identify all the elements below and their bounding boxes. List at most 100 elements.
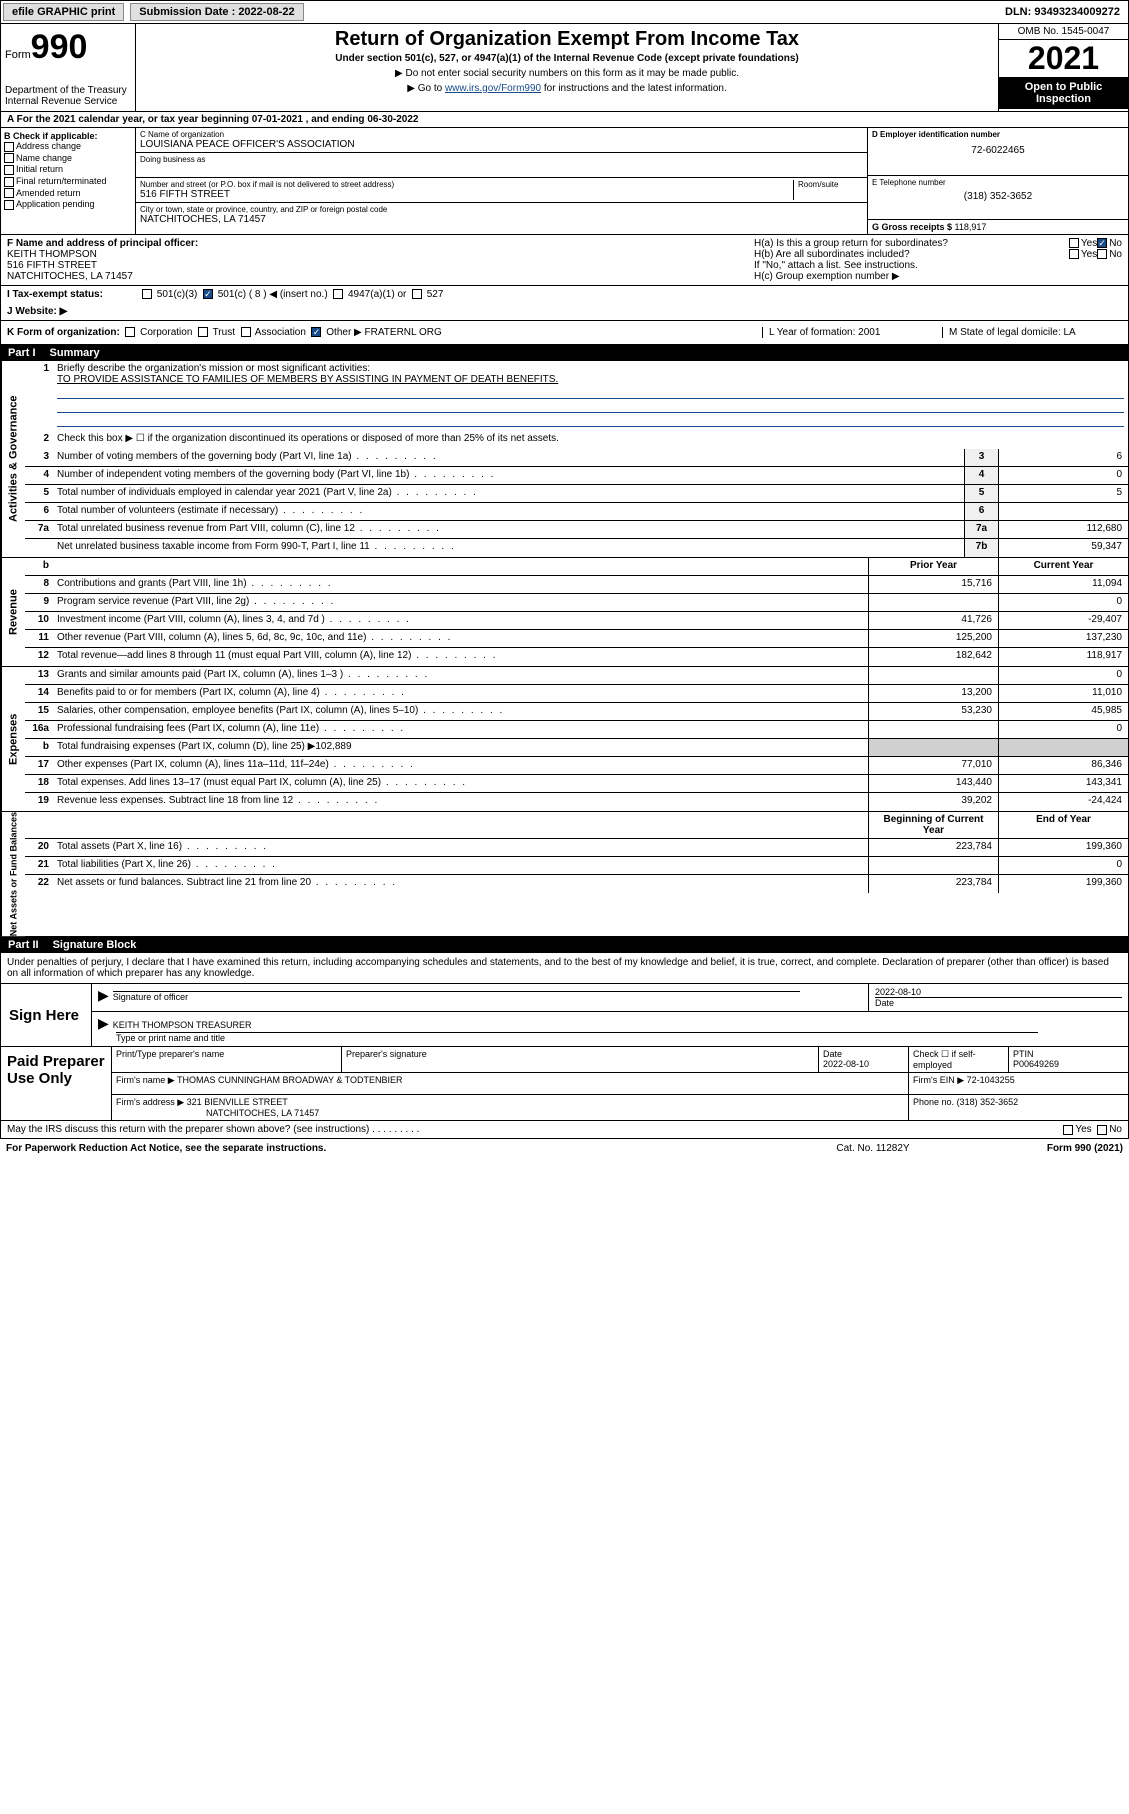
header-right: OMB No. 1545-0047 2021 Open to Public In… <box>998 24 1128 111</box>
discuss-label: May the IRS discuss this return with the… <box>7 1124 1063 1135</box>
form-subtitle-2: ▶ Do not enter social security numbers o… <box>144 68 990 79</box>
line-num: 14 <box>25 685 53 702</box>
dept-label: Department of the Treasury Internal Reve… <box>5 85 131 107</box>
discuss-yes[interactable]: Yes <box>1063 1124 1091 1135</box>
line-num: 19 <box>25 793 53 811</box>
chk-501c3[interactable]: 501(c)(3) <box>142 289 197 300</box>
col-f-officer: F Name and address of principal officer:… <box>1 235 748 285</box>
line-value <box>998 503 1128 520</box>
form-link[interactable]: www.irs.gov/Form990 <box>445 83 541 94</box>
phone-value: (318) 352-3652 <box>872 191 1124 202</box>
chk-address-change[interactable]: Address change <box>4 141 132 152</box>
table-row: 15 Salaries, other compensation, employe… <box>25 703 1128 721</box>
line-num: 7a <box>25 521 53 538</box>
col-end: End of Year <box>998 812 1128 838</box>
line-num: 10 <box>25 612 53 629</box>
row-a-tax-year: A For the 2021 calendar year, or tax yea… <box>0 112 1129 128</box>
row-j-label: J Website: ▶ <box>7 306 67 317</box>
efile-button[interactable]: efile GRAPHIC print <box>3 3 124 21</box>
arrow-icon: ▶ <box>98 987 109 1003</box>
chk-application-pending[interactable]: Application pending <box>4 199 132 210</box>
chk-final-return[interactable]: Final return/terminated <box>4 176 132 187</box>
chk-other[interactable]: Other ▶ <box>311 327 361 338</box>
line-key: 7a <box>964 521 998 538</box>
col-h-group: H(a) Is this a group return for subordin… <box>748 235 1128 285</box>
chk-527[interactable]: 527 <box>412 289 443 300</box>
table-row: 10 Investment income (Part VIII, column … <box>25 612 1128 630</box>
part2-num: Part II <box>8 939 39 951</box>
cat-no: Cat. No. 11282Y <box>773 1143 973 1154</box>
paperwork-notice: For Paperwork Reduction Act Notice, see … <box>6 1143 773 1154</box>
line-num: 16a <box>25 721 53 738</box>
line-desc: Total fundraising expenses (Part IX, col… <box>53 739 868 756</box>
dba-label: Doing business as <box>140 155 863 164</box>
sig-date-label: Date <box>875 997 1122 1008</box>
chk-initial-return[interactable]: Initial return <box>4 164 132 175</box>
ha-label: H(a) Is this a group return for subordin… <box>754 238 1069 249</box>
current-value: 0 <box>998 857 1128 874</box>
line-num: 4 <box>25 467 53 484</box>
chk-corp[interactable]: Corporation <box>125 327 192 338</box>
officer-addr2: NATCHITOCHES, LA 71457 <box>7 271 742 282</box>
table-row: 5 Total number of individuals employed i… <box>25 485 1128 503</box>
chk-501c[interactable]: 501(c) ( 8 ) ◀ (insert no.) <box>203 289 328 300</box>
ha-no[interactable]: No <box>1097 238 1122 249</box>
line-num: 6 <box>25 503 53 520</box>
firm-addr1: 321 BIENVILLE STREET <box>187 1097 288 1107</box>
mission-text: TO PROVIDE ASSISTANCE TO FAMILIES OF MEM… <box>57 374 558 385</box>
row-l: L Year of formation: 2001 <box>762 327 942 338</box>
part2-header: Part II Signature Block <box>0 937 1129 953</box>
hb-no[interactable]: No <box>1097 249 1122 260</box>
line-num: 15 <box>25 703 53 720</box>
row-k-org: K Form of organization: Corporation Trus… <box>7 327 762 338</box>
table-row: 20 Total assets (Part X, line 16) 223,78… <box>25 839 1128 857</box>
hb-yes[interactable]: Yes <box>1069 249 1097 260</box>
current-value: 118,917 <box>998 648 1128 666</box>
current-value: 143,341 <box>998 775 1128 792</box>
row-j: J Website: ▶ <box>0 303 1129 321</box>
line-desc: Total number of volunteers (estimate if … <box>53 503 964 520</box>
ha-yes[interactable]: Yes <box>1069 238 1097 249</box>
chk-assoc[interactable]: Association <box>241 327 306 338</box>
line-desc: Total number of individuals employed in … <box>53 485 964 502</box>
table-row: 9 Program service revenue (Part VIII, li… <box>25 594 1128 612</box>
prep-self-employed[interactable]: Check ☐ if self-employed <box>908 1047 1008 1072</box>
prior-value: 39,202 <box>868 793 998 811</box>
part1-header: Part I Summary <box>0 345 1129 361</box>
section-activities: Activities & Governance 1 Briefly descri… <box>0 361 1129 558</box>
chk-4947[interactable]: 4947(a)(1) or <box>333 289 406 300</box>
sidebar-revenue: Revenue <box>1 558 25 666</box>
line-desc: Total assets (Part X, line 16) <box>53 839 868 856</box>
section-revenue: Revenue b Prior Year Current Year 8 Cont… <box>0 558 1129 667</box>
current-value: -24,424 <box>998 793 1128 811</box>
prep-name-label: Print/Type preparer's name <box>111 1047 341 1072</box>
sign-here-label: Sign Here <box>1 984 91 1046</box>
current-value: 0 <box>998 594 1128 611</box>
line-desc: Total expenses. Add lines 13–17 (must eq… <box>53 775 868 792</box>
current-value: 11,094 <box>998 576 1128 593</box>
officer-addr1: 516 FIFTH STREET <box>7 260 742 271</box>
current-value: 199,360 <box>998 839 1128 856</box>
prior-value: 77,010 <box>868 757 998 774</box>
city-label: City or town, state or province, country… <box>140 205 863 214</box>
table-row: 3 Number of voting members of the govern… <box>25 449 1128 467</box>
line-desc: Total revenue—add lines 8 through 11 (mu… <box>53 648 868 666</box>
chk-name-change[interactable]: Name change <box>4 153 132 164</box>
table-row: 22 Net assets or fund balances. Subtract… <box>25 875 1128 893</box>
col-current-year: Current Year <box>998 558 1128 575</box>
form-subtitle-3: ▶ Go to www.irs.gov/Form990 for instruct… <box>144 83 990 94</box>
prior-value: 15,716 <box>868 576 998 593</box>
chk-amended-return[interactable]: Amended return <box>4 188 132 199</box>
line-value: 5 <box>998 485 1128 502</box>
current-value <box>998 739 1128 756</box>
prior-value: 223,784 <box>868 839 998 856</box>
h-note: If "No," attach a list. See instructions… <box>754 260 1122 271</box>
footer-final: For Paperwork Reduction Act Notice, see … <box>0 1139 1129 1158</box>
line-value: 0 <box>998 467 1128 484</box>
table-row: 21 Total liabilities (Part X, line 26) 0 <box>25 857 1128 875</box>
prior-value <box>868 857 998 874</box>
chk-trust[interactable]: Trust <box>198 327 235 338</box>
line-desc: Other revenue (Part VIII, column (A), li… <box>53 630 868 647</box>
line-num: 11 <box>25 630 53 647</box>
discuss-no[interactable]: No <box>1097 1124 1122 1135</box>
